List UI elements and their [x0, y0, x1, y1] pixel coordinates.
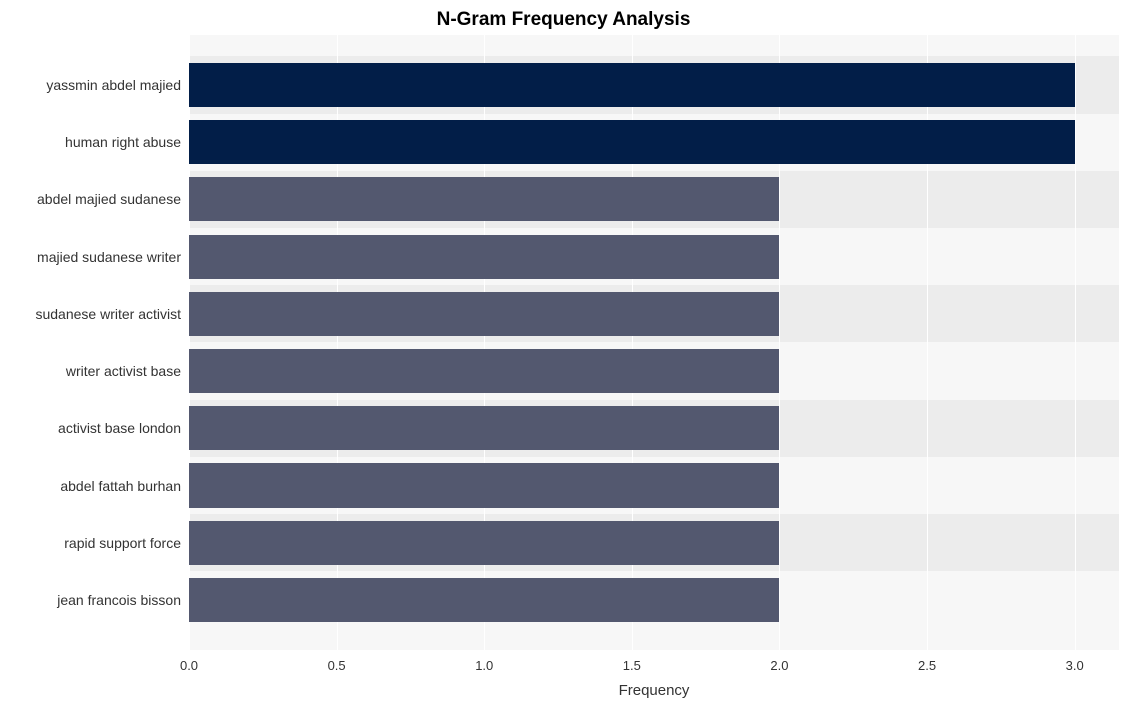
gridline [1075, 35, 1076, 650]
y-tick-label: rapid support force [64, 535, 181, 551]
y-tick-label: jean francois bisson [57, 592, 181, 608]
bar [189, 463, 779, 507]
y-tick-label: writer activist base [66, 363, 181, 379]
bar [189, 578, 779, 622]
bar [189, 177, 779, 221]
bar [189, 63, 1075, 107]
bar [189, 120, 1075, 164]
y-tick-label: abdel majied sudanese [37, 191, 181, 207]
y-tick-label: human right abuse [65, 134, 181, 150]
x-tick-label: 0.5 [328, 658, 346, 673]
bar [189, 292, 779, 336]
y-tick-label: activist base london [58, 420, 181, 436]
plot-area: yassmin abdel majiedhuman right abuseabd… [189, 35, 1119, 650]
bar [189, 349, 779, 393]
bar [189, 521, 779, 565]
x-axis-label: Frequency [189, 682, 1119, 699]
y-tick-label: majied sudanese writer [37, 249, 181, 265]
x-tick-label: 1.5 [623, 658, 641, 673]
x-tick-label: 2.5 [918, 658, 936, 673]
x-tick-label: 1.0 [475, 658, 493, 673]
x-tick-label: 2.0 [770, 658, 788, 673]
x-tick-label: 0.0 [180, 658, 198, 673]
bar [189, 406, 779, 450]
x-tick-label: 3.0 [1066, 658, 1084, 673]
y-tick-label: yassmin abdel majied [46, 77, 181, 93]
bar [189, 235, 779, 279]
chart-title: N-Gram Frequency Analysis [0, 9, 1127, 31]
y-tick-label: sudanese writer activist [35, 306, 181, 322]
y-tick-label: abdel fattah burhan [60, 478, 181, 494]
